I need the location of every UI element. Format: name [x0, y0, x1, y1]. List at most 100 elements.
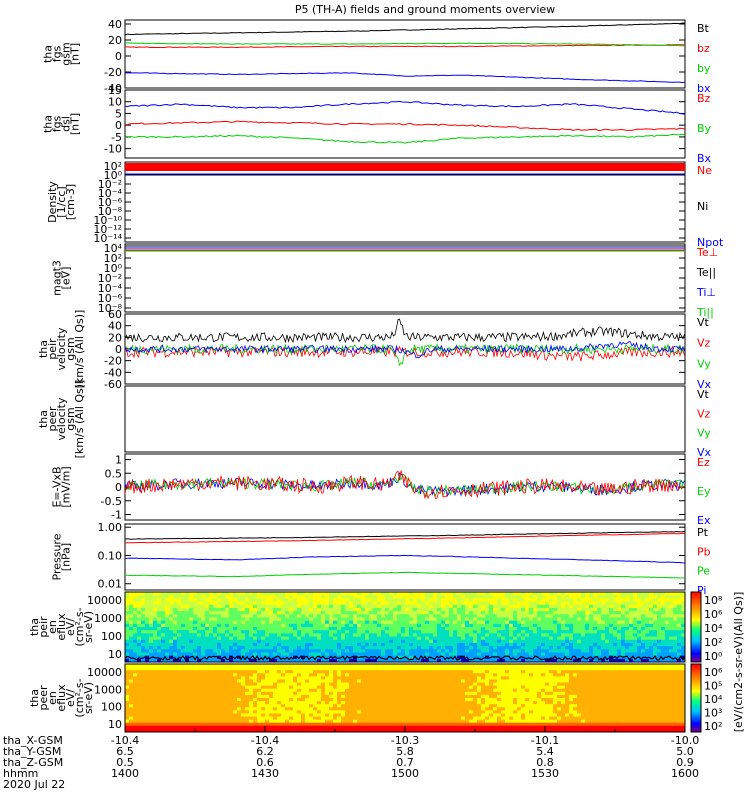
heatmap-cell [133, 633, 138, 637]
heatmap-cell [345, 607, 350, 612]
heatmap-cell [433, 688, 438, 693]
heatmap-cell [161, 620, 166, 625]
heatmap-cell [577, 598, 582, 602]
heatmap-cell [549, 652, 554, 657]
heatmap-cell [621, 630, 626, 634]
heatmap-cell [145, 691, 150, 696]
heatmap-cell [141, 636, 146, 641]
heatmap-cell [333, 627, 338, 631]
heatmap-cell [481, 688, 486, 693]
heatmap-cell [217, 688, 222, 693]
heatmap-cell [457, 604, 462, 609]
heatmap-cell [253, 664, 258, 668]
heatmap-cell [389, 620, 394, 625]
heatmap-cell [345, 623, 350, 628]
heatmap-cell [677, 611, 682, 615]
heatmap-cell [349, 685, 354, 690]
heatmap-cell [345, 646, 350, 650]
legend-npot: Npot [697, 236, 724, 249]
heatmap-cell [533, 617, 538, 622]
heatmap-cell [481, 598, 486, 602]
heatmap-cell [441, 636, 446, 641]
heatmap-cell [309, 667, 314, 671]
heatmap-cell [381, 646, 386, 650]
heatmap-cell [241, 646, 246, 650]
heatmap-cell [389, 679, 394, 683]
heatmap-cell [497, 636, 502, 641]
heatmap-cell [321, 630, 326, 634]
heatmap-cell [161, 682, 166, 687]
heatmap-cell [373, 639, 378, 644]
heatmap-cell [561, 595, 566, 599]
heatmap-cell [277, 617, 282, 622]
heatmap-cell [393, 646, 398, 650]
heatmap-cell [197, 595, 202, 599]
heatmap-cell [377, 667, 382, 671]
heatmap-cell [405, 642, 410, 647]
heatmap-cell [381, 630, 386, 634]
heatmap-cell [125, 652, 130, 657]
heatmap-cell [365, 649, 370, 653]
heatmap-cell [493, 698, 498, 702]
heatmap-cell [533, 646, 538, 650]
heatmap-cell [137, 688, 142, 693]
series-ez [124, 470, 685, 500]
heatmap-cell [413, 627, 418, 631]
heatmap-cell [297, 627, 302, 631]
heatmap-cell [253, 642, 258, 647]
heatmap-cell [437, 604, 442, 609]
heatmap-cell [521, 676, 526, 680]
heatmap-cell [345, 630, 350, 634]
legend-ni: Ni [697, 200, 708, 213]
heatmap-cell [397, 630, 402, 634]
heatmap-cell [425, 694, 430, 699]
heatmap-cell [569, 601, 574, 606]
heatmap-cell [681, 682, 686, 687]
heatmap-cell [161, 592, 166, 596]
heatmap-cell [357, 623, 362, 628]
heatmap-cell [337, 698, 342, 702]
heatmap-cell [497, 658, 502, 663]
heatmap-cell [173, 676, 178, 680]
heatmap-cell [489, 627, 494, 631]
heatmap-cell [585, 694, 590, 699]
heatmap-cell [385, 673, 390, 677]
heatmap-cell [661, 595, 666, 599]
heatmap-cell [421, 646, 426, 650]
heatmap-cell [657, 694, 662, 699]
heatmap-cell [169, 682, 174, 687]
heatmap-cell [573, 620, 578, 625]
heatmap-cell [173, 623, 178, 628]
heatmap-cell [409, 688, 414, 693]
heatmap-cell [153, 670, 158, 674]
heatmap-cell [233, 601, 238, 606]
heatmap-cell [421, 617, 426, 622]
heatmap-cell [445, 694, 450, 699]
heatmap-cell [297, 698, 302, 702]
heatmap-cell [345, 679, 350, 683]
heatmap-cell [669, 630, 674, 634]
heatmap-cell [229, 639, 234, 644]
heatmap-cell [373, 620, 378, 625]
heatmap-cell [605, 679, 610, 683]
heatmap-cell [361, 658, 366, 663]
heatmap-cell [517, 592, 522, 596]
heatmap-cell [673, 633, 678, 637]
heatmap-cell [337, 623, 342, 628]
heatmap-cell [305, 633, 310, 637]
heatmap-cell [621, 592, 626, 596]
heatmap-cell [193, 636, 198, 641]
heatmap-cell [245, 698, 250, 702]
heatmap-cell [273, 682, 278, 687]
heatmap-cell [561, 694, 566, 699]
heatmap-cell [165, 620, 170, 625]
heatmap-cell [233, 698, 238, 702]
heatmap-cell [497, 639, 502, 644]
heatmap-cell [385, 688, 390, 693]
heatmap-cell [357, 595, 362, 599]
heatmap-cell [629, 676, 634, 680]
heatmap-cell [533, 623, 538, 628]
heatmap-cell [581, 649, 586, 653]
heatmap-cell [517, 630, 522, 634]
heatmap-cell [357, 611, 362, 615]
